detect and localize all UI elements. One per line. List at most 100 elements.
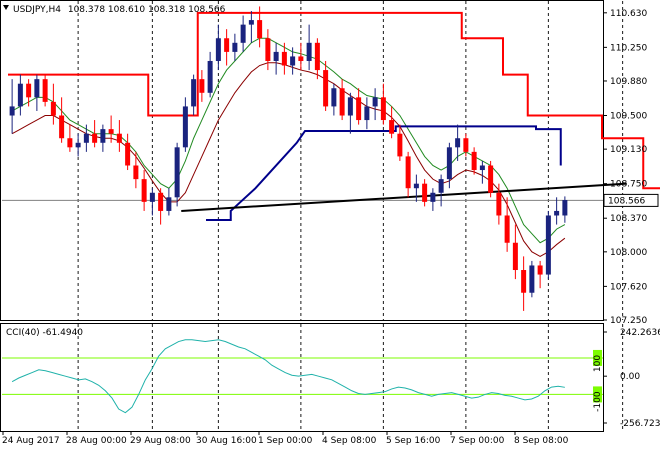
candle-body [215,38,221,61]
candle-body [240,24,246,43]
x-tick-label: 1 Sep 00:00 [258,436,313,446]
candle-body [149,192,155,202]
x-tick-label: 29 Aug 08:00 [130,436,191,446]
envelope-upper-line [8,11,660,190]
candle-body [496,192,502,216]
candle-body [562,200,568,216]
y-tick-label: 109.880 [610,77,647,87]
candle-body [488,165,494,193]
candle-body [471,151,477,171]
candle-body [50,101,56,116]
cci-levels: 100 -100 [2,349,603,412]
symbol-label: USDJPY,H4 [13,5,61,15]
candle-body [306,42,312,61]
candle-body [397,133,403,157]
candle-body [133,165,139,180]
cci-level-label: 100 [593,355,603,372]
candle-body [108,129,114,134]
y-tick-label: 108.000 [610,248,647,258]
candle-body [166,197,172,211]
candle-body [265,38,271,61]
candle-body [158,192,164,211]
candle-body [191,79,197,107]
ma-slow-line [11,62,566,257]
candle-body [34,79,40,98]
candle-body [422,183,428,202]
candle-body [248,20,254,25]
candle-body [479,165,485,171]
cci-series-line [11,339,565,414]
candle-body [207,60,213,93]
cci-y-tick-label: 0.00 [620,372,640,382]
candle-body [281,51,287,66]
candle-body [512,242,518,271]
y-tick-label: 108.370 [610,214,647,224]
candle-body [356,97,362,121]
candle-body [75,142,81,148]
candle-body [446,147,452,180]
candle-body [92,133,98,143]
candle-body [100,129,106,143]
candle-body [339,88,345,116]
y-tick-label: 108.750 [610,180,647,190]
x-tick-label: 30 Aug 16:00 [196,436,257,446]
candle-body [504,215,510,243]
candle-body [298,56,304,61]
candle-body [83,133,89,143]
candle-body [405,156,411,189]
grid [2,1,624,431]
current-price-label: 108.566 [608,196,645,206]
indicators [8,11,660,257]
x-tick-label: 4 Sep 08:00 [322,436,377,446]
candle-body [17,83,23,107]
candle-body [463,138,469,152]
candle-body [529,265,535,293]
y-tick-label: 110.250 [610,43,647,53]
candle-body [141,179,147,202]
ohlc-values: 108.378 108.610 108.318 108.566 [68,5,226,15]
candle-body [372,97,378,107]
x-tick-label: 24 Aug 2017 [2,436,60,446]
candle-body [323,70,329,107]
candle-body [182,106,188,148]
candle-body [273,51,279,61]
cci-level-tag [593,349,602,366]
candle-body [26,83,32,98]
chart-title: USDJPY,H4 108.378 108.610 108.318 108.56… [13,5,226,15]
candle-body [9,106,15,116]
y-tick-label: 110.630 [610,9,647,19]
candle-body [314,42,320,71]
candle-body [438,179,444,193]
current-price-marker: 108.566 [603,193,659,207]
cci-level-label: -100 [593,391,603,412]
candle-body [554,210,560,216]
cci-title: CCI(40) -61.4940 [6,328,83,338]
candle-body [430,192,436,202]
candle-body [413,183,419,189]
y-tick-label: 109.500 [610,112,647,122]
candle-body [521,270,527,293]
candle-body [290,56,296,66]
trend-line [181,182,627,212]
candle-body [331,88,337,107]
candle-body [125,142,131,166]
envelope-lower-line [206,125,562,222]
cci-panel [0,323,604,432]
x-tick-label: 7 Sep 00:00 [450,436,505,446]
y-tick-label: 109.130 [610,145,647,155]
cci-y-tick-label: 242.2636 [620,328,660,338]
candles [9,6,568,311]
candle-body [224,38,230,52]
x-tick-label: 28 Aug 00:00 [66,436,127,446]
candle-body [199,79,205,93]
cci-y-tick-label: -256.7237 [620,419,660,429]
chart-menu-icon[interactable] [3,5,9,10]
candle-body [545,215,551,275]
candle-body [389,120,395,134]
axes: 110.630 110.250 109.880 109.500 109.130 108.7… [2,9,660,446]
candle-body [116,133,122,143]
x-tick-label: 8 Sep 08:00 [514,436,569,446]
cci-level-tag [593,386,602,403]
y-tick-label: 107.250 [610,316,647,326]
